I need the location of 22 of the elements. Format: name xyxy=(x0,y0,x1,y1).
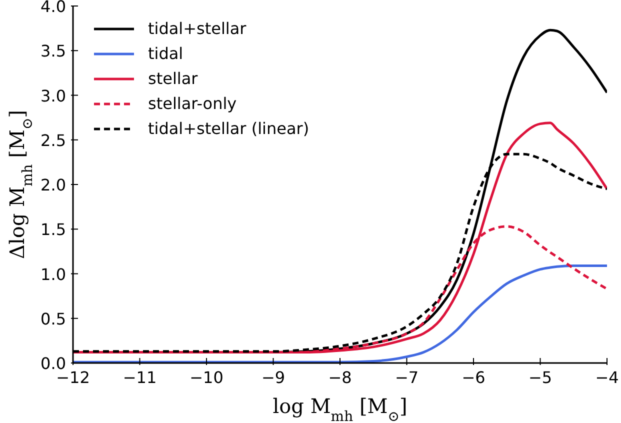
y-tick-label: 1.0 xyxy=(40,264,66,284)
x-tick-label: −10 xyxy=(190,368,224,387)
y-tick-label: 4.0 xyxy=(40,0,66,16)
x-tick-label: −7 xyxy=(394,368,419,387)
x-tick-label: −4 xyxy=(595,368,619,387)
x-tick-label: −6 xyxy=(462,368,486,387)
y-tick-label: 0.5 xyxy=(40,309,66,328)
y-tick-label: 2.5 xyxy=(40,130,66,150)
x-tick-label: −9 xyxy=(261,368,286,387)
y-tick-label: 3.0 xyxy=(40,86,66,106)
legend-label: stellar-only xyxy=(148,93,237,115)
x-tick-label: −8 xyxy=(328,368,352,387)
legend-label: tidal+stellar xyxy=(148,18,246,40)
legend-label: tidal xyxy=(148,43,184,65)
x-axis-title: log M$_{mh}$ [M$_{⊙}$] xyxy=(272,394,408,423)
y-tick-label: 3.5 xyxy=(40,42,66,61)
legend-label: tidal+stellar (linear) xyxy=(148,118,310,140)
y-tick-label: 1.5 xyxy=(40,220,66,240)
y-tick-label: 2.0 xyxy=(40,176,66,194)
x-tick-label: −5 xyxy=(528,368,552,387)
legend-label: stellar xyxy=(148,68,198,90)
x-tick-label: −11 xyxy=(122,368,157,387)
